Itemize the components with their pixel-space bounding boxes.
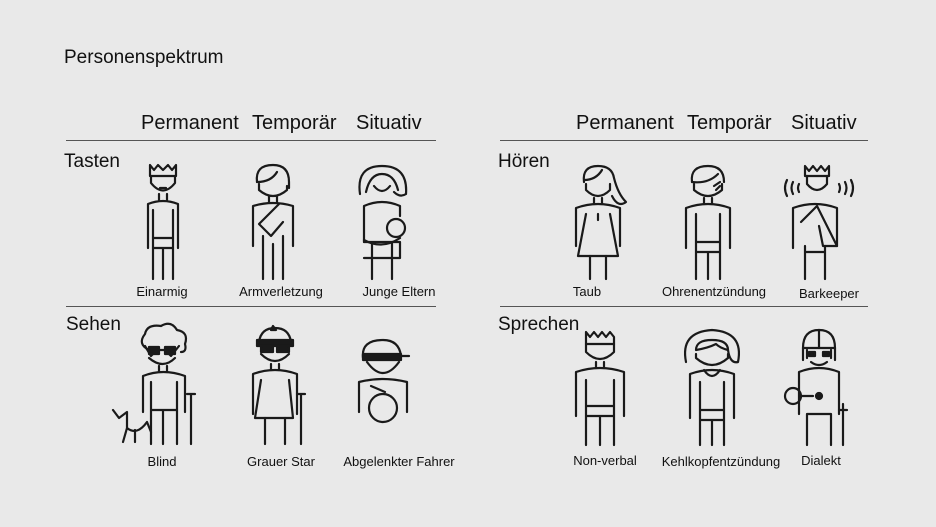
caption-non-verbal: Non-verbal	[573, 453, 637, 468]
caption-barkeeper: Barkeeper	[799, 286, 859, 301]
left-row-rule	[66, 306, 436, 307]
dialect-person-icon	[783, 328, 849, 447]
caption-taub: Taub	[572, 284, 602, 299]
caption-blind: Blind	[147, 454, 177, 469]
page-title: Personenspektrum	[64, 47, 224, 68]
bartender-noise-icon	[783, 164, 855, 281]
caption-grauer-star: Grauer Star	[247, 454, 315, 469]
row-label-sprechen: Sprechen	[498, 314, 580, 335]
cataract-person-with-cane-icon	[251, 324, 307, 446]
caption-dialekt: Dialekt	[801, 453, 841, 468]
one-arm-person-icon	[146, 163, 180, 281]
left-col-temporaer: Temporär	[252, 112, 337, 134]
distracted-driver-icon	[357, 338, 411, 424]
row-label-sehen: Sehen	[66, 314, 121, 335]
row-label-tasten: Tasten	[64, 151, 120, 172]
non-verbal-person-icon	[574, 330, 626, 447]
left-col-permanent: Permanent	[141, 112, 239, 134]
right-row-rule	[500, 306, 868, 307]
young-parent-with-baby-icon	[358, 164, 408, 281]
left-col-situativ: Situativ	[356, 112, 422, 134]
left-header-rule	[66, 140, 436, 141]
caption-armverletzung: Armverletzung	[239, 284, 323, 299]
right-header-rule	[500, 140, 868, 141]
deaf-person-icon	[574, 164, 628, 281]
caption-abgelenkter-fahrer: Abgelenkter Fahrer	[343, 454, 455, 469]
caption-ohrenentzuendung: Ohrenentzündung	[661, 284, 767, 299]
caption-junge-eltern: Junge Eltern	[362, 284, 436, 299]
ear-infection-person-icon	[684, 164, 732, 281]
blind-person-with-guide-dog-icon	[111, 322, 197, 446]
row-label-hoeren: Hören	[498, 151, 550, 172]
caption-einarmig: Einarmig	[136, 284, 188, 299]
right-col-situativ: Situativ	[791, 112, 857, 134]
right-col-temporaer: Temporär	[687, 112, 772, 134]
caption-kehlkopfentzuendung: Kehlkopfentzündung	[661, 454, 781, 469]
laryngitis-person-icon	[683, 328, 741, 447]
right-col-permanent: Permanent	[576, 112, 674, 134]
arm-injury-person-icon	[251, 163, 295, 281]
